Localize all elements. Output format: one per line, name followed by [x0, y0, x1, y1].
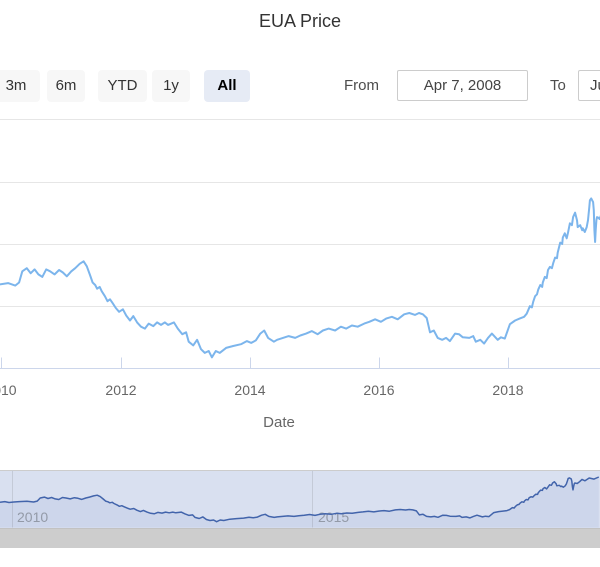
range-button-all[interactable]: All: [204, 70, 250, 102]
from-label: From: [344, 77, 379, 94]
navigator-label-2015: 2015: [318, 509, 349, 525]
from-date-input[interactable]: [397, 70, 528, 101]
navigator-line: [0, 476, 600, 523]
navigator-area: [0, 477, 599, 528]
x-axis-label-2014: 2014: [234, 382, 266, 398]
price-line: [0, 197, 600, 359]
scrollbar-thumb[interactable]: [0, 528, 600, 548]
range-button-ytd[interactable]: YTD: [98, 70, 147, 102]
to-date-input[interactable]: [578, 70, 600, 101]
x-axis-label-2012: 2012: [105, 382, 137, 398]
navigator-label-2010: 2010: [17, 509, 48, 525]
navigator-gridlines: [12, 470, 313, 528]
x-axis-label-2018: 2018: [492, 382, 524, 398]
x-axis-label-2010: 2010: [0, 382, 17, 398]
navigator-series[interactable]: [0, 476, 600, 528]
y-gridlines: [0, 119, 600, 307]
range-button-3m[interactable]: 3m: [0, 70, 40, 102]
x-axis-title: Date: [263, 414, 295, 431]
to-label: To: [550, 77, 566, 94]
range-button-1y[interactable]: 1y: [152, 70, 190, 102]
x-axis: [0, 357, 600, 369]
range-button-6m[interactable]: 6m: [47, 70, 85, 102]
page-title: EUA Price: [258, 11, 342, 31]
x-axis-label-2016: 2016: [363, 382, 395, 398]
navigator-mask[interactable]: [0, 470, 600, 528]
